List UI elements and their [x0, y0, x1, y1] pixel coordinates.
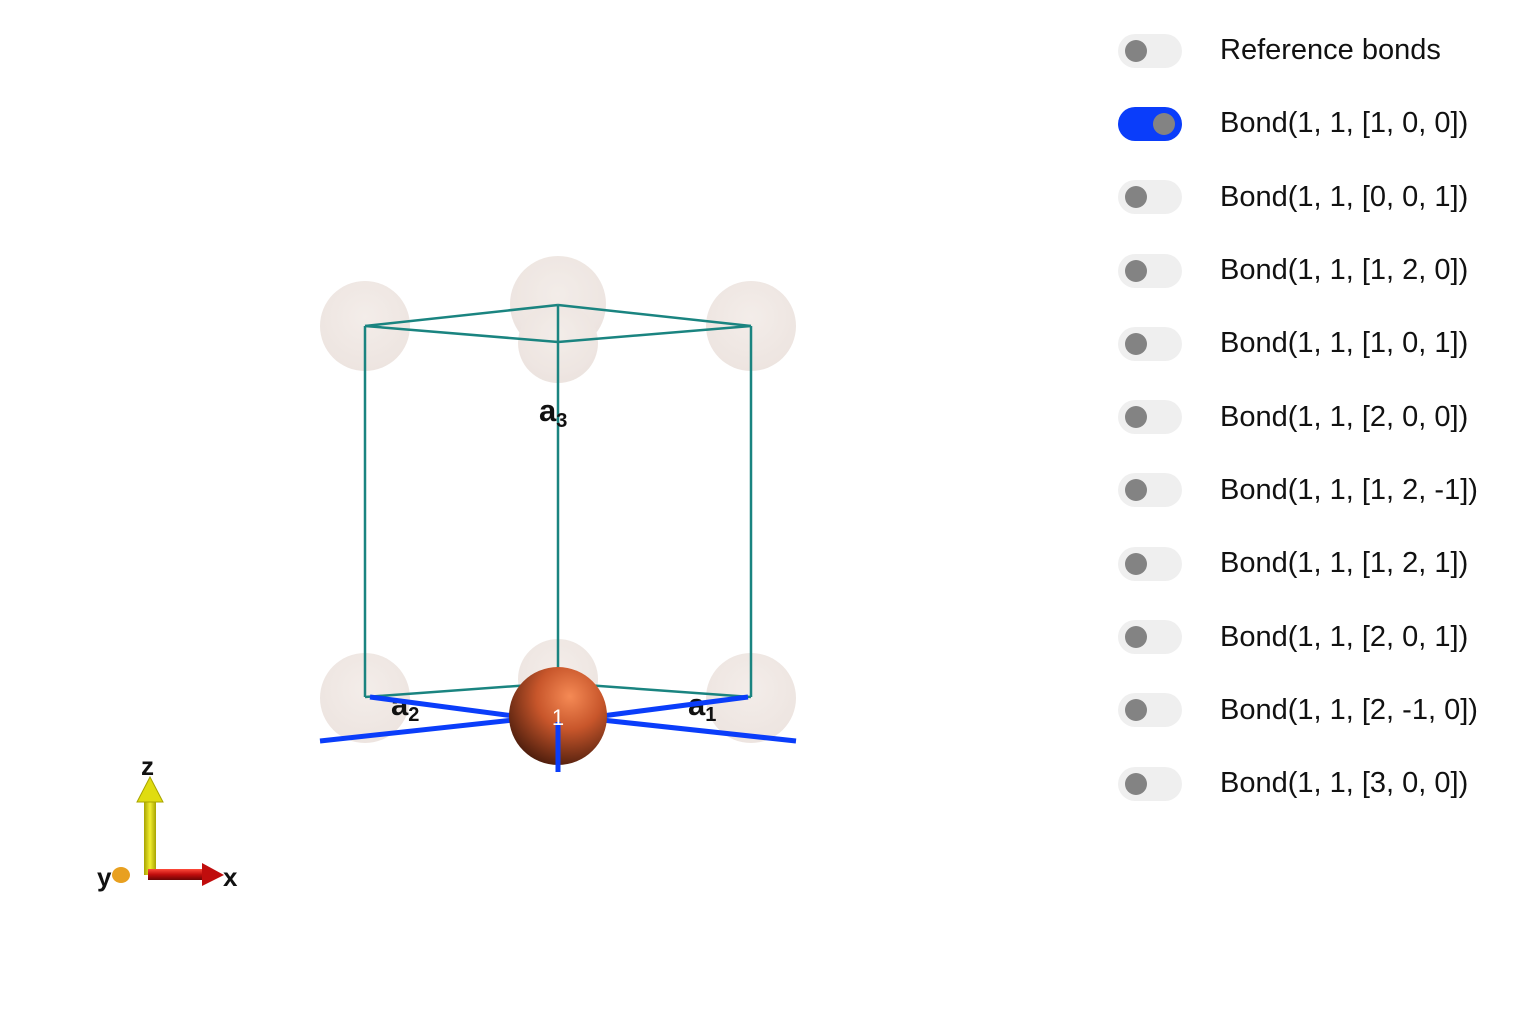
bond-label: Bond(1, 1, [1, 2, -1]): [1220, 473, 1478, 506]
toggle-knob: [1125, 772, 1147, 795]
lattice-label-a2: a2: [391, 687, 419, 726]
bond-line: [601, 717, 797, 744]
toggle-knob: [1125, 552, 1147, 575]
y-axis-arrow: [112, 867, 130, 883]
bond-label: Bond(1, 1, [0, 0, 1]): [1220, 180, 1469, 213]
bond-label: Bond(1, 1, [2, 0, 1]): [1220, 620, 1469, 653]
reference-bonds-row[interactable]: Reference bonds: [1118, 14, 1528, 87]
bond-label: Reference bonds: [1220, 34, 1441, 67]
bond-toggle-row[interactable]: Bond(1, 1, [1, 2, 1]): [1118, 527, 1528, 600]
bond-toggle-row[interactable]: Bond(1, 1, [1, 2, 0]): [1118, 234, 1528, 307]
bond-label: Bond(1, 1, [1, 0, 1]): [1220, 327, 1469, 360]
toggle-switch[interactable]: [1118, 106, 1182, 141]
bond-label: Bond(1, 1, [1, 0, 0]): [1220, 107, 1469, 140]
toggle-switch[interactable]: [1118, 33, 1182, 68]
toggle-switch[interactable]: [1118, 400, 1182, 435]
axes-indicator: z y x: [97, 751, 238, 892]
axis-label-y: y: [97, 862, 112, 892]
bond-label: Bond(1, 1, [1, 2, 0]): [1220, 254, 1469, 287]
bond-toggle-row[interactable]: Bond(1, 1, [0, 0, 1]): [1118, 161, 1528, 234]
toggle-knob: [1125, 406, 1147, 429]
toggle-switch[interactable]: [1118, 766, 1182, 801]
toggle-switch[interactable]: [1118, 546, 1182, 581]
ghost-atom: [706, 653, 796, 743]
bonds: [319, 694, 797, 744]
toggle-switch[interactable]: [1118, 620, 1182, 655]
bond-label: Bond(1, 1, [2, -1, 0]): [1220, 693, 1478, 726]
bond-toggle-row[interactable]: Bond(1, 1, [1, 0, 0]): [1118, 87, 1528, 160]
toggle-switch[interactable]: [1118, 180, 1182, 215]
bond-toggle-row[interactable]: Bond(1, 1, [2, -1, 0]): [1118, 674, 1528, 747]
toggle-knob: [1125, 332, 1147, 355]
toggle-knob: [1153, 112, 1175, 135]
bond-line: [601, 694, 749, 719]
z-axis-arrow: [144, 800, 156, 875]
ghost-atom: [320, 653, 410, 743]
axis-label-z: z: [141, 751, 154, 781]
bond-label: Bond(1, 1, [2, 0, 0]): [1220, 400, 1469, 433]
toggle-switch[interactable]: [1118, 693, 1182, 728]
bond-line: [369, 694, 515, 719]
bond-toggle-row[interactable]: Bond(1, 1, [1, 0, 1]): [1118, 307, 1528, 380]
bond-line: [319, 717, 515, 744]
axis-label-x: x: [223, 862, 238, 892]
atom-1[interactable]: [509, 667, 607, 765]
toggle-knob: [1125, 39, 1147, 62]
bond-toggle-row[interactable]: Bond(1, 1, [2, 0, 0]): [1118, 380, 1528, 453]
bond-toggle-list: Reference bonds Bond(1, 1, [1, 0, 0]) Bond…: [1118, 14, 1528, 820]
bond-label: Bond(1, 1, [1, 2, 1]): [1220, 547, 1469, 580]
z-axis-arrowhead: [136, 775, 164, 803]
bond-toggle-row[interactable]: Bond(1, 1, [2, 0, 1]): [1118, 600, 1528, 673]
x-axis-arrowhead: [202, 863, 224, 886]
bond-toggle-row[interactable]: Bond(1, 1, [1, 2, -1]): [1118, 454, 1528, 527]
toggle-knob: [1125, 186, 1147, 209]
toggle-switch[interactable]: [1118, 473, 1182, 508]
toggle-knob: [1125, 259, 1147, 282]
bond-toggle-row[interactable]: Bond(1, 1, [3, 0, 0]): [1118, 747, 1528, 820]
toggle-switch[interactable]: [1118, 253, 1182, 288]
toggle-knob: [1125, 699, 1147, 722]
bond-label: Bond(1, 1, [3, 0, 0]): [1220, 767, 1469, 800]
atom-label: 1: [552, 705, 564, 730]
toggle-switch[interactable]: [1118, 326, 1182, 361]
toggle-knob: [1125, 626, 1147, 649]
lattice-label-a3: a3: [539, 393, 567, 432]
unit-cell: [363, 303, 753, 716]
x-axis-arrow: [148, 869, 204, 880]
toggle-knob: [1125, 479, 1147, 502]
